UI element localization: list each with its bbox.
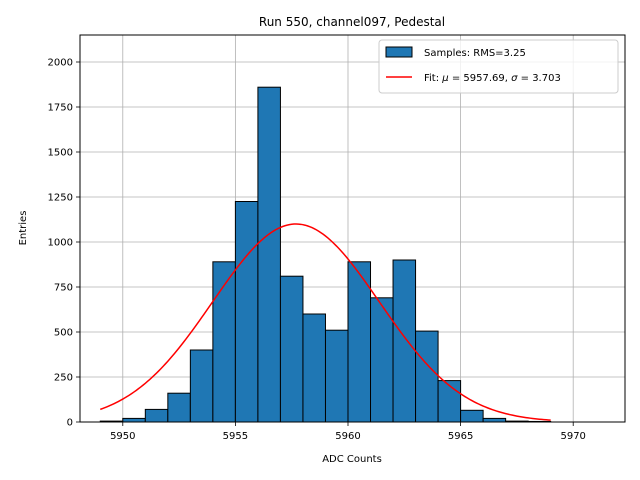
x-tick-label: 5950 <box>110 431 135 442</box>
legend: Samples: RMS=3.25 Fit: μ = 5957.69, σ = … <box>378 39 619 94</box>
histogram-bar <box>234 201 259 423</box>
fit-curve-group <box>100 223 551 421</box>
y-tick-label: 1000 <box>48 238 73 249</box>
y-tick-label: 750 <box>54 283 73 294</box>
histogram-bar <box>460 409 484 423</box>
histogram-bar <box>482 417 507 423</box>
legend-bar-swatch <box>385 46 413 58</box>
histogram-bar <box>324 329 349 423</box>
histogram-bars <box>99 86 552 423</box>
histogram-bar <box>415 330 439 423</box>
x-tick-label: 5970 <box>560 431 585 442</box>
x-axis-label: ADC Counts <box>322 454 382 465</box>
histogram-bar <box>257 86 281 423</box>
legend-fit-label: Fit: μ = 5957.69, σ = 3.703 <box>424 73 561 84</box>
y-axis-ticks: 0 250 500 750 1000 1250 1500 1750 2000 <box>48 58 80 429</box>
legend-samples-label: Samples: RMS=3.25 <box>424 48 526 59</box>
histogram-bar <box>279 275 304 423</box>
x-tick-label: 5960 <box>335 431 360 442</box>
y-tick-label: 1750 <box>48 103 73 114</box>
chart-title: Run 550, channel097, Pedestal <box>259 15 445 29</box>
histogram-bar <box>347 261 372 423</box>
x-tick-label: 5955 <box>223 431 248 442</box>
y-tick-label: 500 <box>54 328 73 339</box>
x-tick-label: 5965 <box>448 431 473 442</box>
x-axis-ticks: 5950 5955 5960 5965 5970 <box>110 422 586 442</box>
y-tick-label: 1250 <box>48 193 73 204</box>
histogram-bar <box>122 417 146 423</box>
histogram-bar <box>167 392 191 423</box>
y-tick-label: 2000 <box>48 58 73 69</box>
y-axis-label: Entries <box>18 211 29 246</box>
plot-frame <box>79 34 626 423</box>
histogram-bar <box>189 349 214 423</box>
grid-lines <box>80 35 625 423</box>
y-tick-label: 1500 <box>48 148 73 159</box>
legend-box <box>378 39 619 94</box>
histogram-bar <box>302 313 326 423</box>
y-tick-label: 0 <box>67 418 73 429</box>
histogram-bar <box>437 380 462 423</box>
histogram-bar <box>392 259 417 423</box>
histogram-bar <box>144 408 169 423</box>
y-tick-label: 250 <box>54 373 73 384</box>
gaussian-fit-line <box>100 223 551 421</box>
